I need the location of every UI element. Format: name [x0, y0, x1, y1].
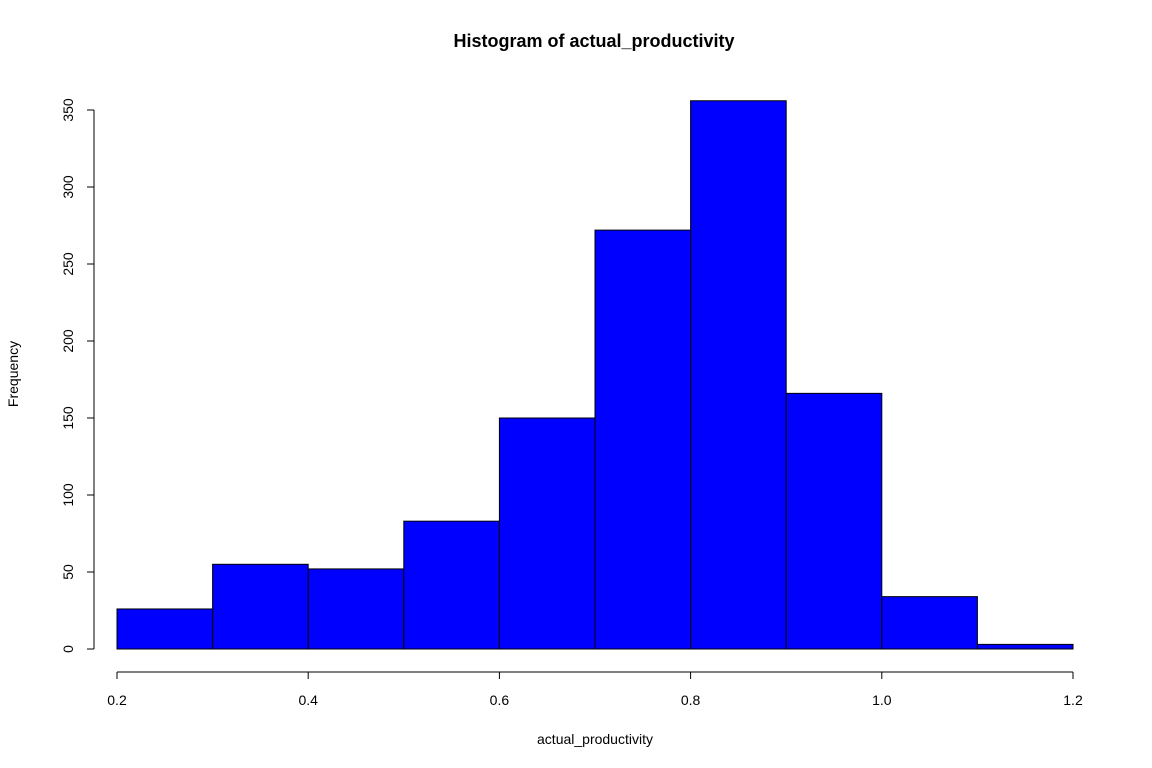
y-tick-label: 0 — [60, 645, 76, 653]
x-tick-label: 0.2 — [107, 692, 127, 708]
x-axis: 0.2 0.4 0.6 0.8 1.0 1.2 — [107, 671, 1083, 708]
histogram-bar — [116, 608, 214, 650]
x-tick-label: 0.8 — [681, 692, 701, 708]
x-tick-label: 0.6 — [490, 692, 510, 708]
histogram-bar — [403, 520, 500, 650]
x-tick-label: 1.2 — [1063, 692, 1083, 708]
histogram-bar — [307, 568, 405, 650]
chart-title: Histogram of actual_productivity — [453, 31, 734, 51]
histogram-bar — [881, 596, 978, 650]
y-tick-label: 200 — [60, 329, 76, 353]
histogram-bar — [785, 392, 883, 650]
histogram-bar — [690, 100, 787, 650]
histogram-bar — [594, 229, 692, 650]
histogram-bar — [498, 417, 596, 650]
x-tick-label: 0.4 — [298, 692, 318, 708]
histogram-bar — [976, 643, 1074, 650]
y-tick-label: 300 — [60, 175, 76, 199]
y-tick-label: 350 — [60, 98, 76, 122]
y-tick-label: 100 — [60, 483, 76, 507]
x-tick-label: 1.0 — [872, 692, 892, 708]
y-tick-label: 250 — [60, 252, 76, 276]
bars-group — [116, 100, 1074, 650]
y-tick-label: 150 — [60, 406, 76, 430]
histogram-bar — [212, 563, 309, 650]
y-axis: 0 50 100 150 200 250 300 350 — [60, 98, 95, 653]
y-axis-label: Frequency — [5, 341, 21, 407]
y-tick-label: 50 — [60, 564, 76, 580]
x-axis-label: actual_productivity — [537, 731, 653, 747]
